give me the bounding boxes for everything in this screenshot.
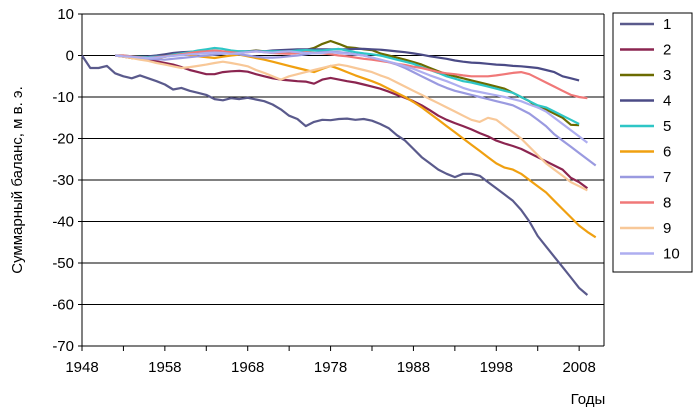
x-tick-label: 1978: [314, 359, 347, 376]
series-line-2: [114, 54, 589, 190]
legend-label-2: 2: [663, 42, 671, 59]
legend-label-4: 4: [663, 93, 671, 110]
y-tick-label: -30: [52, 172, 74, 189]
series-line-9: [114, 54, 588, 192]
legend-label-10: 10: [663, 246, 680, 263]
y-tick-label: 0: [66, 48, 74, 65]
legend-label-5: 5: [663, 118, 671, 135]
legend-box: [612, 12, 693, 273]
legend-label-6: 6: [663, 144, 671, 161]
legend: 1 2 3 4 5 6 7 8 9 10: [612, 12, 693, 273]
x-tick-label: 1968: [231, 359, 264, 376]
y-tick-label: -60: [52, 297, 74, 314]
x-tick-label: 1958: [148, 359, 181, 376]
series-line-1: [81, 54, 589, 296]
series-line-8: [115, 49, 588, 100]
y-tick-label: -40: [52, 214, 74, 231]
y-tick-label: -70: [52, 338, 74, 355]
legend-label-9: 9: [663, 220, 671, 237]
x-axis-title: Годы: [571, 391, 606, 408]
y-tick-label: -20: [52, 131, 74, 148]
y-tick-labels: 10 0 -10 -20 -30 -40 -50 -60 -70: [52, 6, 74, 355]
x-tick-label: 1988: [397, 359, 430, 376]
x-tick-labels: 1948 1958 1968 1978 1988 1998 2008: [65, 359, 596, 376]
legend-label-8: 8: [663, 195, 671, 212]
y-axis-title: Суммарный баланс, м в. э.: [9, 86, 26, 274]
legend-label-3: 3: [663, 67, 671, 84]
y-tick-label: 10: [57, 6, 74, 23]
legend-label-7: 7: [663, 169, 671, 186]
x-tick-label: 1998: [480, 359, 513, 376]
x-tick-label: 1948: [65, 359, 98, 376]
y-tick-label: -10: [52, 89, 74, 106]
axes: [78, 13, 605, 351]
series-lines: [81, 39, 597, 296]
x-tick-label: 2008: [562, 359, 595, 376]
legend-label-1: 1: [663, 16, 671, 33]
series-line-5: [115, 46, 580, 125]
y-tick-label: -50: [52, 255, 74, 272]
series-line-10: [114, 50, 589, 144]
